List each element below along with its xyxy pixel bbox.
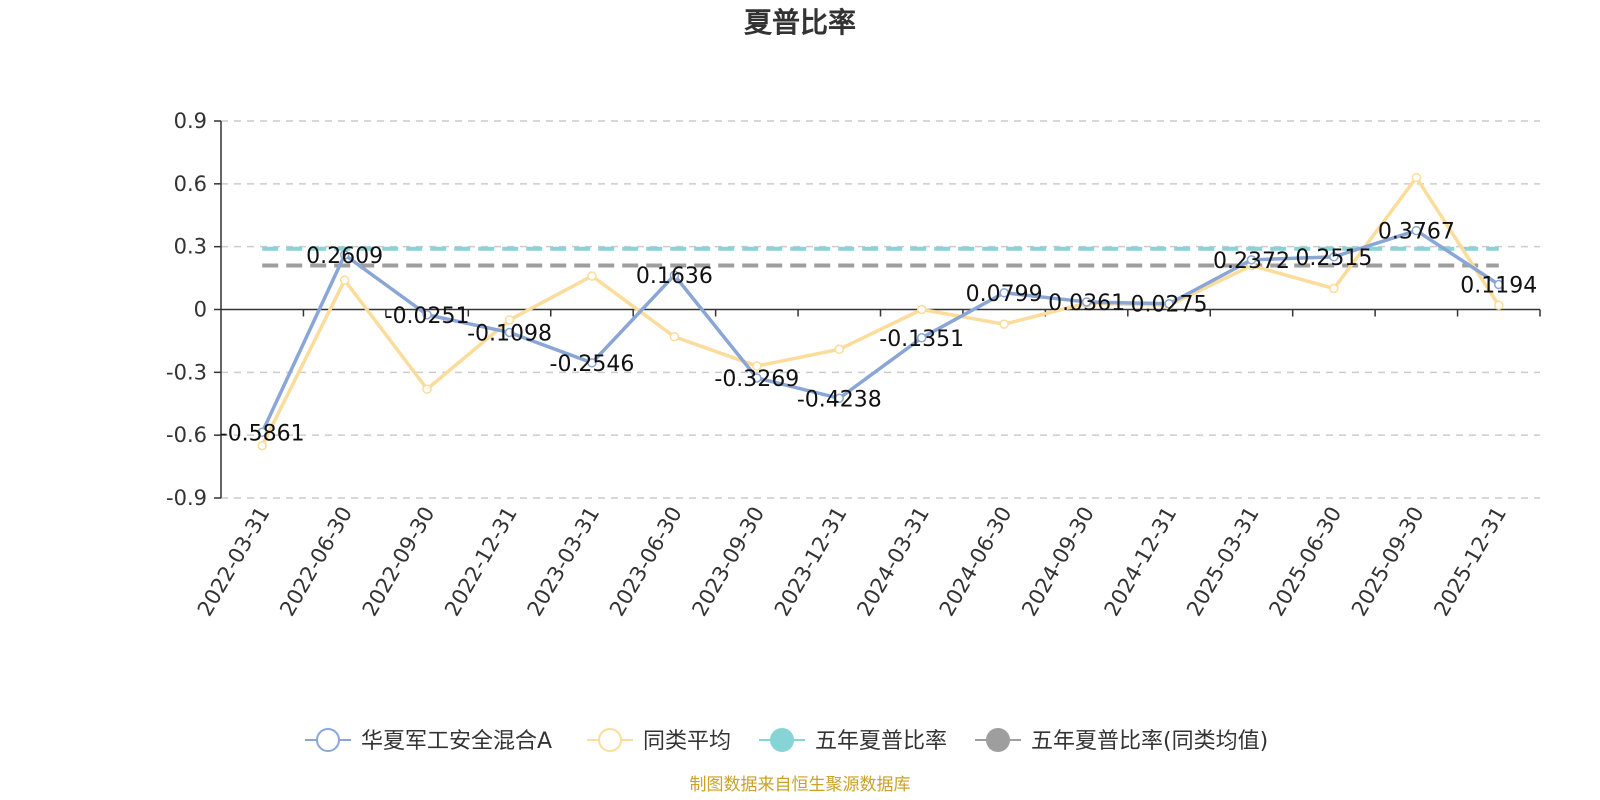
data-label: 0.2372 <box>1213 249 1290 274</box>
data-point <box>587 358 597 368</box>
x-tick-label: 2024-09-30 <box>1017 503 1099 621</box>
data-point <box>257 427 267 438</box>
x-tick-label: 2022-09-30 <box>358 503 440 621</box>
data-point <box>916 304 927 315</box>
x-tick-label: 2024-06-30 <box>935 503 1017 621</box>
x-tick-label: 2022-03-31 <box>193 503 275 621</box>
data-label: -0.4238 <box>797 387 882 412</box>
x-tick-label: 2023-12-31 <box>770 503 852 621</box>
data-point <box>999 288 1009 298</box>
legend-item: 华夏军工安全混合A <box>305 728 552 754</box>
data-point <box>752 373 762 383</box>
legend-circle <box>598 728 622 752</box>
x-tick-label: 2025-03-31 <box>1182 503 1264 621</box>
data-point <box>1494 279 1504 290</box>
data-point <box>916 333 927 343</box>
data-point <box>752 361 762 371</box>
data-label: -0.0251 <box>385 304 470 329</box>
legend-label: 五年夏普比率(同类均值) <box>1031 729 1268 754</box>
data-point <box>1329 283 1339 294</box>
data-point <box>1246 255 1257 265</box>
legend-dot <box>770 728 794 752</box>
data-point <box>1411 225 1422 236</box>
data-label: 0.2609 <box>306 244 383 269</box>
data-point <box>999 319 1009 329</box>
legend-item: 五年夏普比率(同类均值) <box>975 728 1268 754</box>
data-point <box>1411 172 1422 183</box>
data-label: 0.1636 <box>636 264 713 289</box>
data-label: -0.2546 <box>550 352 635 377</box>
y-tick-label: -0.6 <box>166 423 207 447</box>
data-point <box>1494 300 1504 311</box>
data-label: 0.1194 <box>1460 273 1537 298</box>
y-tick-label: 0.9 <box>174 109 207 133</box>
data-label-layer: -0.5861 0.2609 -0.0251-0.1098 -0.2546 0.1636… <box>220 220 1538 447</box>
x-tick-label: 2022-12-31 <box>440 503 522 621</box>
y-tick-label: 0.3 <box>174 235 207 259</box>
data-point <box>422 384 432 394</box>
data-point <box>257 440 267 451</box>
x-tick-label: 2025-09-30 <box>1347 503 1429 621</box>
y-tick-label: 0.6 <box>174 172 207 196</box>
data-point <box>1081 297 1092 307</box>
legend-label: 华夏军工安全混合A <box>361 729 552 754</box>
series-line <box>260 175 1501 447</box>
data-label: -0.1098 <box>467 321 552 346</box>
series-line <box>260 228 1500 433</box>
x-tick-label: 2023-09-30 <box>687 503 769 621</box>
x-tick-label: 2024-03-31 <box>852 503 934 621</box>
x-tick-label: 2025-06-30 <box>1264 503 1346 621</box>
data-point <box>587 271 597 281</box>
data-point <box>1329 252 1339 262</box>
data-label: 0.3767 <box>1378 220 1455 245</box>
y-tick-label: 0 <box>194 298 207 322</box>
data-label: -0.5861 <box>220 421 305 446</box>
legend-circle <box>316 728 340 752</box>
data-point <box>1164 298 1174 309</box>
data-point <box>339 250 350 260</box>
source-note: 制图数据来自恒生聚源数据库 <box>690 775 911 795</box>
data-point <box>504 315 515 325</box>
x-tick-label: 2025-12-31 <box>1429 503 1511 621</box>
chart-title: 夏普比率 <box>744 6 856 39</box>
legend-item: 同类平均 <box>587 728 731 754</box>
x-tick-label: 2024-12-31 <box>1100 503 1182 621</box>
data-label: -0.3269 <box>714 367 799 392</box>
series-layer <box>257 172 1504 451</box>
legend-label: 同类平均 <box>643 729 731 754</box>
x-tick-label: 2023-03-31 <box>522 503 604 621</box>
data-point <box>834 393 845 404</box>
data-label: 0.0361 <box>1048 291 1125 316</box>
x-tick-label: 2023-06-30 <box>605 503 687 621</box>
data-label: 0.0275 <box>1131 293 1208 318</box>
y-tick-label: -0.3 <box>166 360 207 384</box>
data-point <box>669 270 680 280</box>
data-point <box>834 344 845 355</box>
data-point <box>669 331 680 342</box>
y-tick-label: -0.9 <box>166 486 207 510</box>
legend-dot <box>986 728 1010 752</box>
data-point <box>504 327 515 338</box>
data-label: 0.2515 <box>1295 246 1372 271</box>
legend-item: 五年夏普比率 <box>759 728 947 754</box>
x-tick-label: 2022-06-30 <box>275 503 357 621</box>
legend-label: 五年夏普比率 <box>815 729 947 754</box>
legend: 华夏军工安全混合A 同类平均 五年夏普比率 五年夏普比率(同类均值) <box>305 728 1268 754</box>
data-point <box>339 275 350 285</box>
data-label: 0.0799 <box>966 282 1043 307</box>
data-point <box>422 310 432 320</box>
data-label: -0.1351 <box>879 327 964 352</box>
